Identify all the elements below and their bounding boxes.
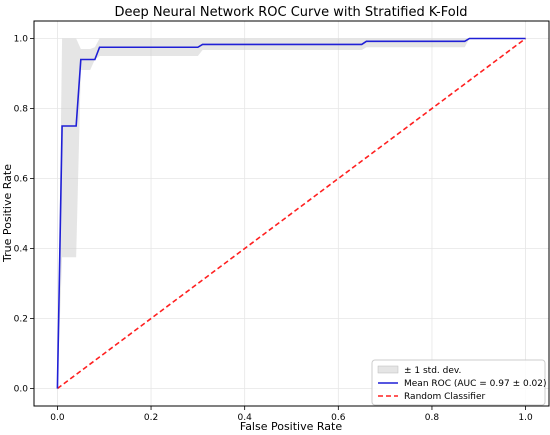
x-tick-label: 0.8 [425, 413, 440, 423]
x-axis-ticks: 0.0 0.2 0.4 0.6 0.8 1.0 [50, 406, 533, 423]
legend-band-label: ± 1 std. dev. [404, 366, 461, 376]
y-tick-label: 0.6 [14, 175, 29, 185]
y-tick-label: 0.0 [14, 385, 29, 395]
legend: ± 1 std. dev. Mean ROC (AUC = 0.97 ± 0.0… [371, 359, 547, 406]
y-tick-label: 1.0 [14, 35, 29, 45]
legend-box [371, 359, 546, 406]
x-tick-label: 0.0 [50, 413, 65, 423]
x-tick-label: 0.6 [331, 413, 346, 423]
plot-area-frame [33, 20, 550, 407]
y-tick-label: 0.2 [14, 315, 28, 325]
chart-title: Deep Neural Network ROC Curve with Strat… [114, 5, 467, 20]
y-axis-ticks: 0.0 0.2 0.4 0.6 0.8 1.0 [14, 35, 34, 395]
y-tick-label: 0.4 [14, 245, 29, 255]
x-tick-label: 0.4 [238, 413, 253, 423]
x-tick-label: 0.2 [144, 413, 158, 423]
legend-band-swatch [377, 365, 399, 374]
mean-roc-line [56, 37, 526, 389]
x-axis-label: False Positive Rate [240, 420, 342, 433]
random-classifier-line [56, 37, 527, 390]
legend-random-label: Random Classifier [404, 392, 486, 402]
y-tick-label: 0.8 [14, 105, 29, 115]
y-axis-label: True Positive Rate [1, 164, 14, 263]
legend-mean-roc-label: Mean ROC (AUC = 0.97 ± 0.02) [404, 379, 547, 389]
series-lines [56, 37, 527, 390]
x-tick-label: 1.0 [518, 413, 533, 423]
